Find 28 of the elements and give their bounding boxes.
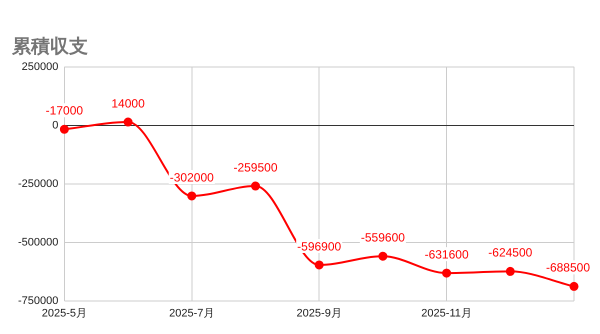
- point: [187, 191, 196, 200]
- point: [124, 118, 133, 127]
- x-tick-label: 2025-9月: [296, 307, 342, 320]
- data-label: 14000: [111, 96, 146, 110]
- point: [60, 124, 69, 134]
- point: [250, 182, 260, 191]
- data-label: -631600: [424, 247, 469, 262]
- point: [506, 266, 515, 276]
- data-label: -302000: [170, 170, 214, 184]
- data-label: -596900: [297, 239, 342, 254]
- y-tick-label: 0: [52, 119, 58, 132]
- point: [570, 282, 578, 291]
- y-tick-label: -500000: [18, 236, 58, 248]
- point: [442, 268, 452, 278]
- x-tick-label: 2025-11月: [421, 307, 472, 320]
- point: [314, 260, 324, 270]
- x-tick-label: 2025-5月: [42, 307, 87, 320]
- data-label: -624500: [488, 246, 533, 260]
- y-tick-label: -250000: [18, 178, 58, 190]
- data-label: -17000: [46, 104, 84, 118]
- y-tick-label: 250000: [22, 60, 58, 73]
- data-label: -559600: [360, 230, 406, 245]
- x-tick-label: 2025-7月: [169, 307, 214, 320]
- y-tick-label: -750000: [18, 294, 58, 307]
- chart-title: 累積収支: [11, 36, 88, 58]
- point: [378, 252, 388, 261]
- data-label: -259500: [233, 160, 278, 174]
- data-label: -688500: [546, 260, 590, 275]
